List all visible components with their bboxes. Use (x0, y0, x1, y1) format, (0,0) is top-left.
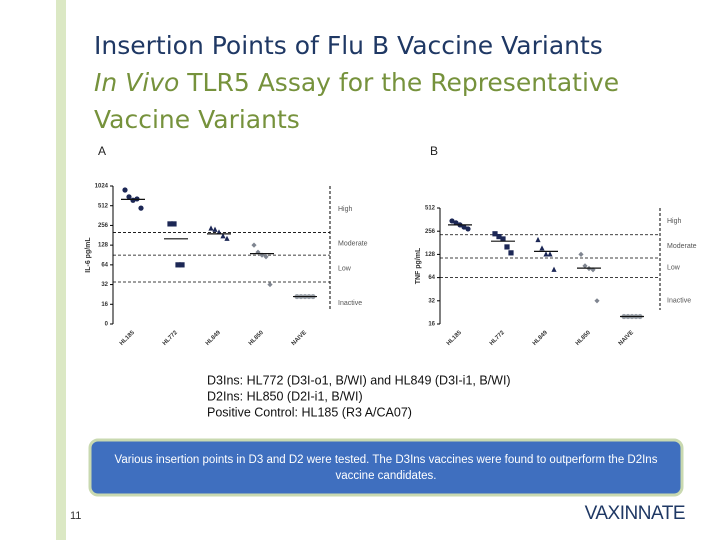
point (126, 194, 132, 200)
panel-label: A (98, 144, 106, 158)
x-tick-label: HL772 (162, 329, 179, 346)
point (212, 226, 218, 232)
zone-label: Inactive (338, 300, 362, 307)
point (122, 187, 128, 193)
y-tick-label: 256 (98, 223, 109, 229)
y-tick-label: 128 (98, 243, 109, 249)
zone-label: High (667, 218, 682, 225)
zone-label: High (338, 206, 353, 213)
y-tick-label: 256 (425, 229, 436, 235)
point (175, 262, 181, 268)
y-tick-label: 0 (105, 322, 109, 328)
point (492, 231, 498, 237)
callout-box (88, 438, 684, 497)
point (167, 221, 173, 227)
caption: Positive Control: HL185 (R3 A/CA07) (207, 405, 412, 419)
y-tick-label: 32 (428, 298, 435, 304)
side-band (56, 0, 66, 540)
point (453, 220, 459, 226)
point (138, 205, 144, 211)
y-axis-label: TNF pg/mL (415, 247, 422, 284)
x-tick-label: HL849 (532, 329, 549, 346)
zone-label: Inactive (667, 298, 691, 305)
y-tick-label: 16 (101, 302, 108, 308)
y-tick-label: 512 (98, 203, 109, 209)
x-tick-label: NAIVE (618, 330, 635, 347)
y-tick-label: 1024 (95, 184, 109, 190)
point (179, 262, 185, 268)
x-tick-label: HL185 (119, 329, 136, 346)
point (551, 266, 557, 272)
point (547, 251, 553, 257)
point (539, 245, 545, 251)
y-tick-label: 64 (428, 275, 435, 281)
point (504, 244, 510, 250)
page-number: 11 (70, 510, 81, 522)
point (543, 251, 549, 257)
y-axis-label: IL-6 pg/mL (85, 237, 92, 273)
point (500, 236, 506, 242)
point (208, 225, 214, 231)
y-tick-label: 16 (428, 322, 435, 328)
callout-text: Various insertion points in D3 and D2 we… (114, 454, 658, 482)
y-tick-label: 64 (101, 262, 108, 268)
point (582, 263, 588, 269)
point (171, 221, 177, 227)
logo: VAXINNATE (585, 503, 685, 524)
point (535, 236, 541, 243)
zone-label: Low (667, 265, 681, 272)
panel-label: B (430, 144, 438, 158)
point (465, 226, 471, 232)
x-tick-label: HL772 (489, 329, 506, 346)
zone-label: Moderate (338, 241, 368, 248)
title-line1: Insertion Points of Flu B Vaccine Varian… (94, 31, 603, 60)
point (220, 233, 226, 239)
point (216, 229, 222, 235)
point (251, 242, 257, 248)
x-tick-label: NAIVE (291, 330, 308, 347)
point (224, 235, 230, 241)
caption: D2Ins: HL850 (D2I-i1, B/WI) (207, 389, 363, 403)
x-tick-label: HL849 (205, 329, 222, 346)
y-tick-label: 32 (101, 282, 108, 288)
point (263, 254, 269, 260)
point (590, 267, 596, 273)
title-line3: Vaccine Variants (94, 105, 300, 134)
point (461, 224, 467, 230)
point (508, 250, 514, 256)
point (449, 218, 455, 224)
title-rest: TLR5 Assay for the Representative (186, 68, 619, 97)
x-tick-label: HL850 (248, 329, 265, 346)
x-tick-label: HL850 (575, 329, 592, 346)
title-italic: In Vivo (94, 68, 179, 97)
y-tick-label: 128 (425, 252, 436, 258)
y-tick-label: 512 (425, 206, 436, 212)
title-line2: In Vivo TLR5 Assay for the Representativ… (94, 68, 619, 97)
x-tick-label: HL185 (446, 329, 463, 346)
point (578, 251, 584, 257)
point (267, 281, 273, 288)
point (594, 298, 600, 304)
point (496, 233, 502, 240)
caption: D3Ins: HL772 (D3I-o1, B/WI) and HL849 (D… (207, 373, 511, 387)
zone-label: Moderate (667, 243, 697, 250)
zone-label: Low (338, 265, 352, 272)
